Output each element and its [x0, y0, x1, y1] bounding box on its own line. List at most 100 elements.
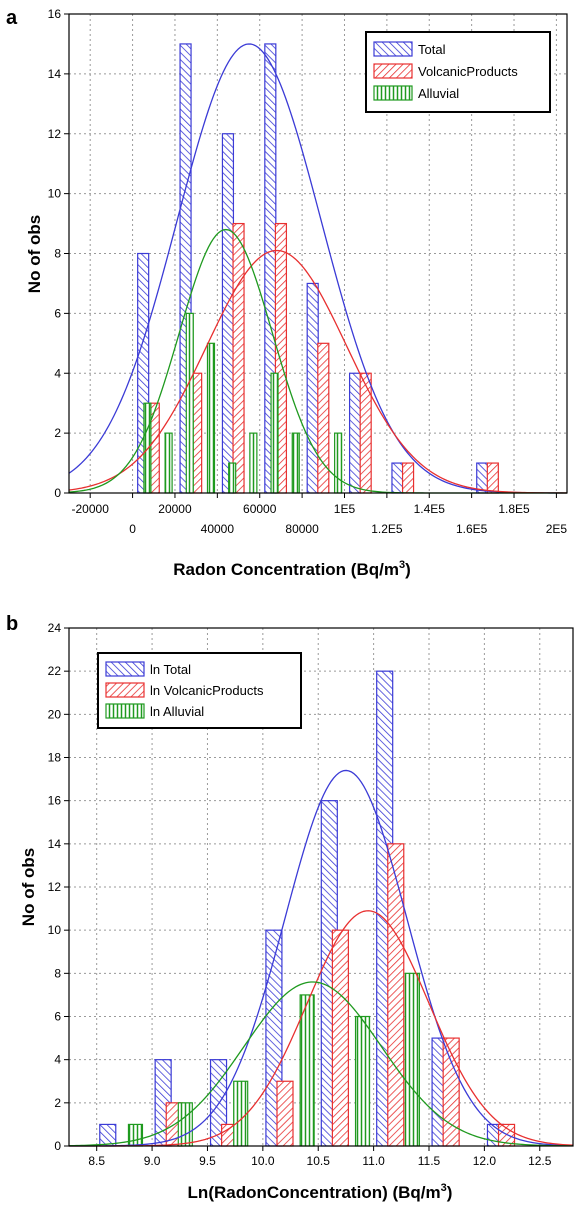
- x-tick-label: -20000: [72, 502, 110, 516]
- x-ticks-a: -20000 20000 60000 1E5 1.4E5 1.8E5 0 40000 80000…: [72, 493, 568, 536]
- bar: [299, 994, 315, 1147]
- y-tick-label: 6: [54, 306, 61, 320]
- y-tick-label: 10: [48, 187, 62, 201]
- bar: [177, 1102, 193, 1147]
- y-tick-label: 12: [48, 880, 62, 894]
- bars-b: [99, 670, 516, 1147]
- y-tick-label: 16: [48, 794, 62, 808]
- x-tick-label: 8.5: [88, 1154, 105, 1168]
- x-tick-label: 2E5: [546, 522, 568, 536]
- legend-swatch: [373, 63, 413, 79]
- y-tick-label: 14: [48, 67, 62, 81]
- bar: [334, 432, 343, 494]
- y-tick-label: 20: [48, 707, 62, 721]
- fit-curve: [69, 769, 574, 1147]
- y-tick-label: 8: [54, 966, 61, 980]
- y-tick-label: 14: [48, 837, 62, 851]
- y-ticks-a: 0 2 4 6 8 10 12 14 16: [48, 7, 69, 500]
- legend-swatch: [105, 703, 145, 719]
- bar: [233, 1080, 249, 1147]
- x-tick-label: 11.0: [362, 1154, 385, 1168]
- x-tick-label: 11.5: [418, 1154, 441, 1168]
- x-tick-label: 10.5: [307, 1154, 331, 1168]
- y-tick-label: 12: [48, 127, 62, 141]
- bar: [206, 342, 216, 494]
- bar: [228, 462, 237, 494]
- x-tick-label: 1.6E5: [456, 522, 488, 536]
- y-tick-label: 6: [54, 1010, 61, 1024]
- legend-a: Total VolcanicProducts Alluvial: [365, 31, 551, 113]
- x-tick-label: 9.5: [199, 1154, 216, 1168]
- legend-label: Total: [418, 42, 446, 57]
- y-tick-label: 4: [54, 366, 61, 380]
- bar: [354, 1015, 371, 1147]
- legend-swatch: [373, 41, 413, 57]
- y-tick-label: 8: [54, 247, 61, 261]
- legend-swatch: [105, 661, 145, 677]
- y-tick-label: 22: [48, 664, 62, 678]
- bar: [127, 1123, 144, 1147]
- x-tick-label: 1.4E5: [414, 502, 446, 516]
- legend-label: Alluvial: [418, 86, 459, 101]
- x-tick-label: 10.0: [251, 1154, 275, 1168]
- x-tick-label: 80000: [285, 522, 319, 536]
- x-tick-label: 0: [129, 522, 136, 536]
- y-tick-label: 4: [54, 1053, 61, 1067]
- panel-label-b: b: [6, 613, 18, 635]
- bars-a: [137, 43, 499, 494]
- bar: [401, 462, 415, 494]
- y-axis-label-a: No of obs: [25, 215, 44, 293]
- bar: [486, 462, 499, 494]
- y-tick-label: 10: [48, 923, 62, 937]
- x-axis-label-b: Ln(RadonConcentration) (Bq/m3): [188, 1182, 453, 1202]
- bar: [391, 462, 404, 494]
- y-tick-label: 16: [48, 7, 62, 21]
- chart-a: a 0 2 4 6 8 10 12 14 16 -20000 20000 60000 1E5 1.4E5…: [6, 7, 568, 579]
- y-tick-label: 18: [48, 751, 62, 765]
- x-tick-label: 20000: [158, 502, 192, 516]
- bar: [387, 843, 405, 1147]
- bar: [404, 972, 420, 1147]
- y-tick-label: 2: [54, 426, 61, 440]
- x-ticks-b: 8.5 9.0 9.5 10.0 10.5 11.0 11.5 12.0 12.5: [88, 1146, 552, 1168]
- y-tick-label: 0: [54, 486, 61, 500]
- panel-label-a: a: [6, 7, 18, 29]
- bar: [306, 282, 319, 494]
- bar: [232, 222, 245, 494]
- legend-swatch: [373, 85, 413, 101]
- legend-b: ln Total ln VolcanicProducts ln Alluvial: [97, 652, 302, 729]
- bar: [348, 372, 362, 494]
- bar: [317, 342, 330, 494]
- fit-curve: [68, 981, 574, 1147]
- legend-label: ln Total: [150, 662, 191, 677]
- x-tick-label: 1.8E5: [498, 502, 530, 516]
- x-tick-label: 1E5: [334, 502, 356, 516]
- x-tick-label: 12.0: [473, 1154, 497, 1168]
- x-tick-label: 40000: [201, 522, 235, 536]
- bar: [185, 312, 194, 494]
- x-tick-label: 12.5: [528, 1154, 552, 1168]
- legend-label: VolcanicProducts: [418, 64, 518, 79]
- bar: [99, 1123, 117, 1147]
- fit-curve: [68, 43, 567, 494]
- legend-label: ln VolcanicProducts: [150, 683, 264, 698]
- bar: [270, 372, 279, 494]
- x-axis-label-a: Radon Concentration (Bq/m3): [173, 559, 411, 579]
- bar: [164, 432, 173, 494]
- y-tick-label: 2: [54, 1096, 61, 1110]
- bar: [291, 432, 300, 494]
- bar: [331, 929, 349, 1147]
- y-tick-label: 24: [48, 621, 62, 635]
- bar: [249, 432, 258, 494]
- bar: [276, 1080, 294, 1147]
- bar: [221, 133, 235, 494]
- y-axis-label-b: No of obs: [19, 848, 38, 926]
- y-tick-label: 0: [54, 1139, 61, 1153]
- bar: [476, 462, 489, 494]
- legend-label: ln Alluvial: [150, 704, 204, 719]
- x-tick-label: 60000: [243, 502, 277, 516]
- x-tick-label: 1.2E5: [371, 522, 403, 536]
